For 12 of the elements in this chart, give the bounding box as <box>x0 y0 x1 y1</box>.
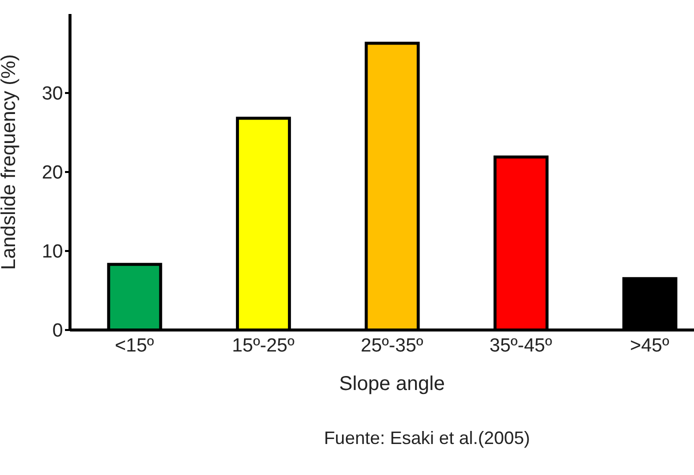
y-tick-label: 0 <box>52 320 63 342</box>
y-tick-label: 10 <box>42 242 63 263</box>
x-tick-label: >45º <box>630 335 670 356</box>
source-note: Fuente: Esaki et al.(2005) <box>322 428 532 449</box>
y-tick-label: 20 <box>42 162 63 184</box>
y-tick-label: 30 <box>42 84 63 105</box>
y-axis-title: Landslide frequency (%) <box>0 54 20 270</box>
x-tick-label: 15º-25º <box>232 335 294 356</box>
x-tick-label: 35º-45º <box>490 335 552 356</box>
x-axis-title: Slope angle <box>339 373 445 395</box>
x-tick-label: 25º-35º <box>360 335 424 356</box>
x-tick-label: <15º <box>114 335 154 356</box>
